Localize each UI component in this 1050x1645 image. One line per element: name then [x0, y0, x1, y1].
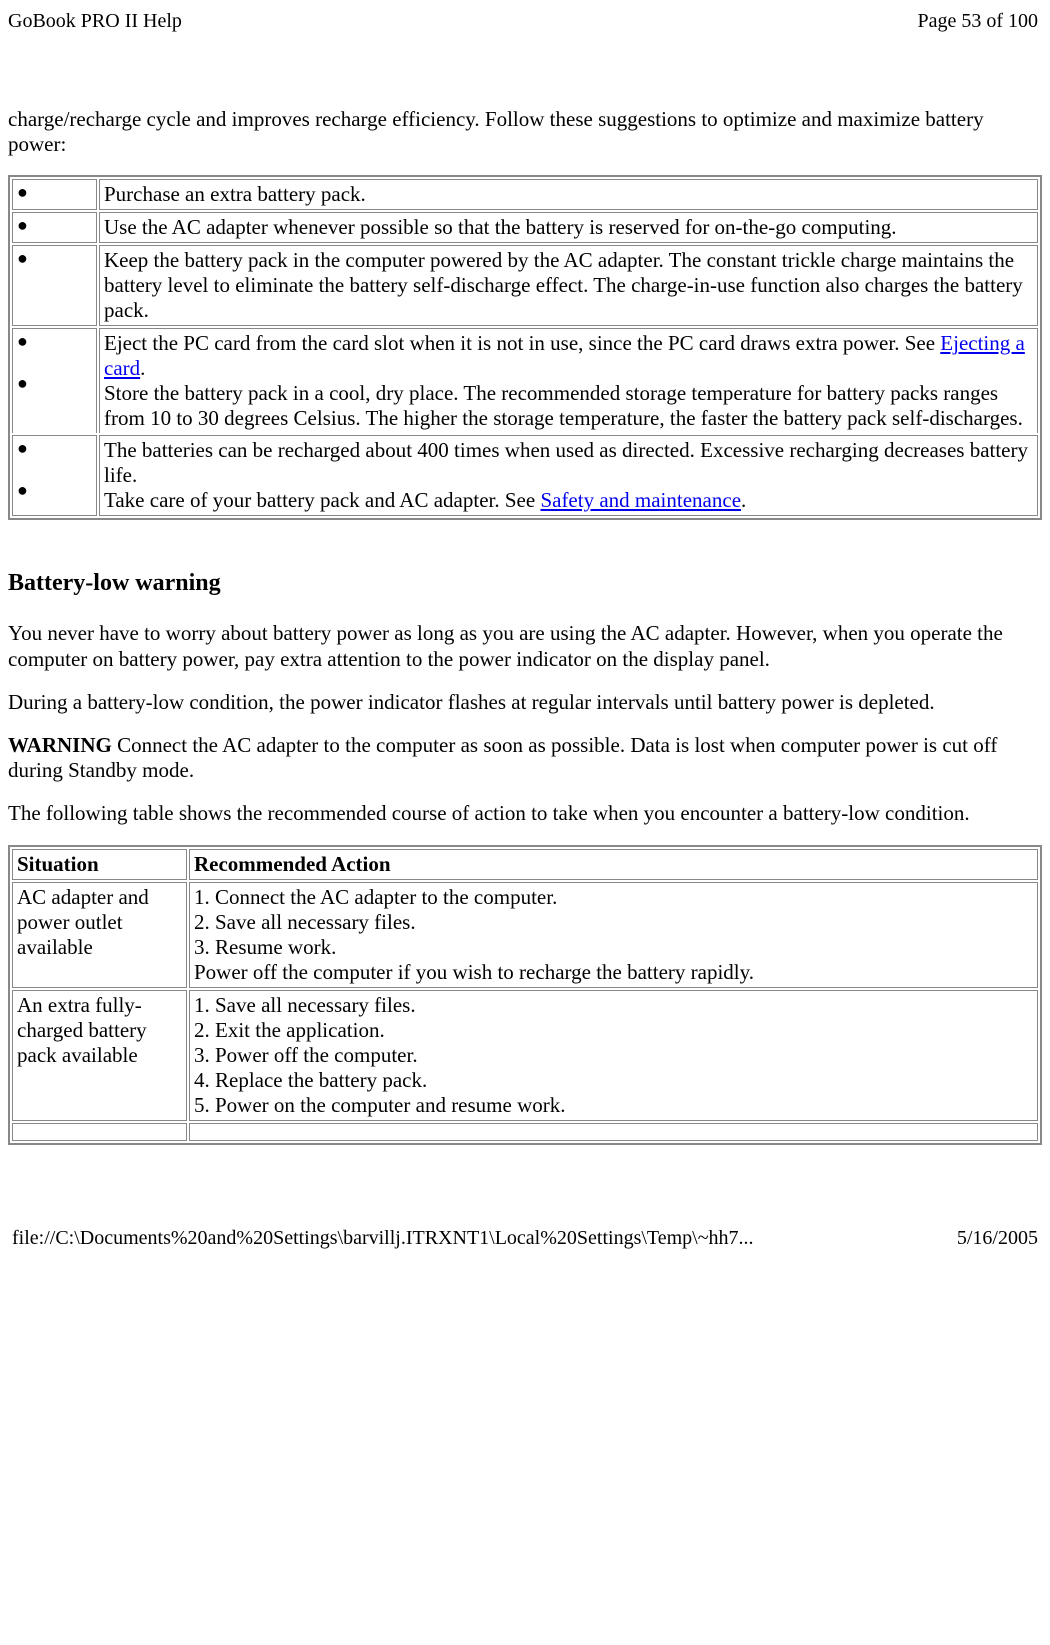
- warning-paragraph: WARNING Connect the AC adapter to the co…: [8, 733, 1042, 783]
- tip-pre: Eject the PC card from the card slot whe…: [104, 331, 940, 355]
- body-paragraph: The following table shows the recommende…: [8, 801, 1042, 826]
- col-situation: Situation: [12, 849, 187, 880]
- bullet-icon: ●: [12, 245, 97, 326]
- intro-paragraph: charge/recharge cycle and improves recha…: [8, 107, 1042, 157]
- bullet-icon: ●●: [12, 435, 97, 516]
- tip-5a: The batteries can be recharged about 400…: [104, 438, 1028, 487]
- tip-text: Eject the PC card from the card slot whe…: [99, 328, 1038, 433]
- tip-text: Purchase an extra battery pack.: [99, 179, 1038, 210]
- doc-title: GoBook PRO II Help: [8, 10, 182, 33]
- warning-label: WARNING: [8, 733, 112, 757]
- situation-cell-empty: [12, 1123, 187, 1141]
- body-paragraph: You never have to worry about battery po…: [8, 621, 1042, 671]
- table-row: [12, 1123, 1038, 1141]
- table-row: AC adapter and power outlet available 1.…: [12, 882, 1038, 988]
- table-row: ●● The batteries can be recharged about …: [12, 435, 1038, 516]
- bullet-icon: ●: [12, 212, 97, 243]
- action-cell-empty: [189, 1123, 1038, 1141]
- body-paragraph: During a battery-low condition, the powe…: [8, 690, 1042, 715]
- col-action: Recommended Action: [189, 849, 1038, 880]
- table-header-row: Situation Recommended Action: [12, 849, 1038, 880]
- bullet-icon: ●●: [12, 328, 97, 433]
- page-header: GoBook PRO II Help Page 53 of 100: [8, 10, 1042, 37]
- safety-maintenance-link[interactable]: Safety and maintenance: [540, 488, 741, 512]
- action-cell: 1. Connect the AC adapter to the compute…: [189, 882, 1038, 988]
- situation-cell: AC adapter and power outlet available: [12, 882, 187, 988]
- table-row: ●● Eject the PC card from the card slot …: [12, 328, 1038, 433]
- tip-text-b: Store the battery pack in a cool, dry pl…: [104, 381, 1023, 430]
- tip-post: .: [140, 356, 145, 380]
- file-path: file://C:\Documents%20and%20Settings\bar…: [12, 1227, 754, 1250]
- situation-cell: An extra fully-charged battery pack avai…: [12, 990, 187, 1121]
- page-footer: file://C:\Documents%20and%20Settings\bar…: [8, 1167, 1042, 1258]
- tip-5b-pre: Take care of your battery pack and AC ad…: [104, 488, 540, 512]
- action-cell: 1. Save all necessary files. 2. Exit the…: [189, 990, 1038, 1121]
- table-row: ● Purchase an extra battery pack.: [12, 179, 1038, 210]
- bullet-icon: ●: [12, 179, 97, 210]
- tips-table: ● Purchase an extra battery pack. ● Use …: [8, 175, 1042, 520]
- table-row: An extra fully-charged battery pack avai…: [12, 990, 1038, 1121]
- tip-5b-post: .: [741, 488, 746, 512]
- warning-text: Connect the AC adapter to the computer a…: [8, 733, 997, 782]
- section-heading: Battery-low warning: [8, 570, 1042, 597]
- action-table: Situation Recommended Action AC adapter …: [8, 845, 1042, 1145]
- footer-date: 5/16/2005: [957, 1227, 1038, 1250]
- page-number: Page 53 of 100: [917, 10, 1038, 33]
- tip-text: The batteries can be recharged about 400…: [99, 435, 1038, 516]
- tip-text: Keep the battery pack in the computer po…: [99, 245, 1038, 326]
- table-row: ● Use the AC adapter whenever possible s…: [12, 212, 1038, 243]
- table-row: ● Keep the battery pack in the computer …: [12, 245, 1038, 326]
- tip-text: Use the AC adapter whenever possible so …: [99, 212, 1038, 243]
